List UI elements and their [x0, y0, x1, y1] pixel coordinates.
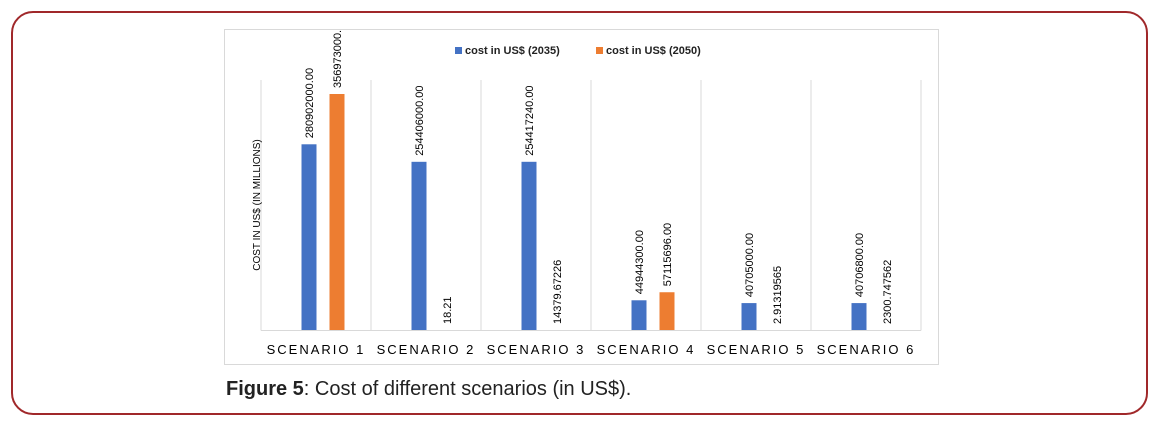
legend-label-2: cost in US$ (2050) — [606, 45, 701, 57]
data-label: 18.21 — [442, 296, 454, 324]
figure-caption-label: Figure 5 — [226, 378, 304, 400]
bar-2035 — [741, 303, 757, 330]
figure-frame — [11, 11, 1148, 415]
bar-2035 — [521, 161, 537, 330]
y-axis-label: COST IN US$ (IN MILLIONS) — [252, 139, 263, 271]
data-label: 356973000.00 — [332, 30, 344, 88]
figure-caption: Figure 5: Cost of different scenarios (i… — [226, 378, 631, 401]
data-label: 14379.67226 — [552, 260, 564, 324]
data-label: 2.91319565 — [772, 266, 784, 324]
data-label: 40705000.00 — [744, 233, 756, 297]
legend-label-1: cost in US$ (2035) — [465, 45, 560, 57]
x-tick-label: SCENARIO 3 — [487, 342, 586, 357]
x-tick-label: SCENARIO 2 — [377, 342, 476, 357]
bar-2050 — [329, 94, 345, 330]
bar-2035 — [851, 303, 867, 330]
data-label: 40706800.00 — [854, 233, 866, 297]
legend-swatch-2 — [596, 47, 603, 54]
x-tick-label: SCENARIO 6 — [817, 342, 916, 357]
data-label: 280902000.00 — [304, 68, 316, 138]
bar-2035 — [301, 144, 317, 330]
figure-caption-text: : Cost of different scenarios (in US$). — [303, 378, 632, 400]
x-tick-label: SCENARIO 1 — [267, 342, 366, 357]
data-label: 57115696.00 — [662, 223, 674, 286]
data-label: 254406000.00 — [414, 85, 426, 155]
chart-container: COST IN US$ (IN MILLIONS) cost in US$ (20… — [224, 29, 939, 365]
data-label: 2300.747562 — [882, 260, 894, 324]
legend-swatch-1 — [455, 47, 462, 54]
bar-2050 — [659, 292, 675, 330]
x-tick-label: SCENARIO 5 — [707, 342, 806, 357]
bar-2035 — [411, 161, 427, 330]
bar-2035 — [631, 300, 647, 330]
data-label: 44944300.00 — [634, 230, 646, 294]
bar-chart: COST IN US$ (IN MILLIONS) cost in US$ (20… — [252, 30, 922, 357]
data-label: 254417240.00 — [524, 85, 536, 155]
x-tick-label: SCENARIO 4 — [597, 342, 696, 357]
